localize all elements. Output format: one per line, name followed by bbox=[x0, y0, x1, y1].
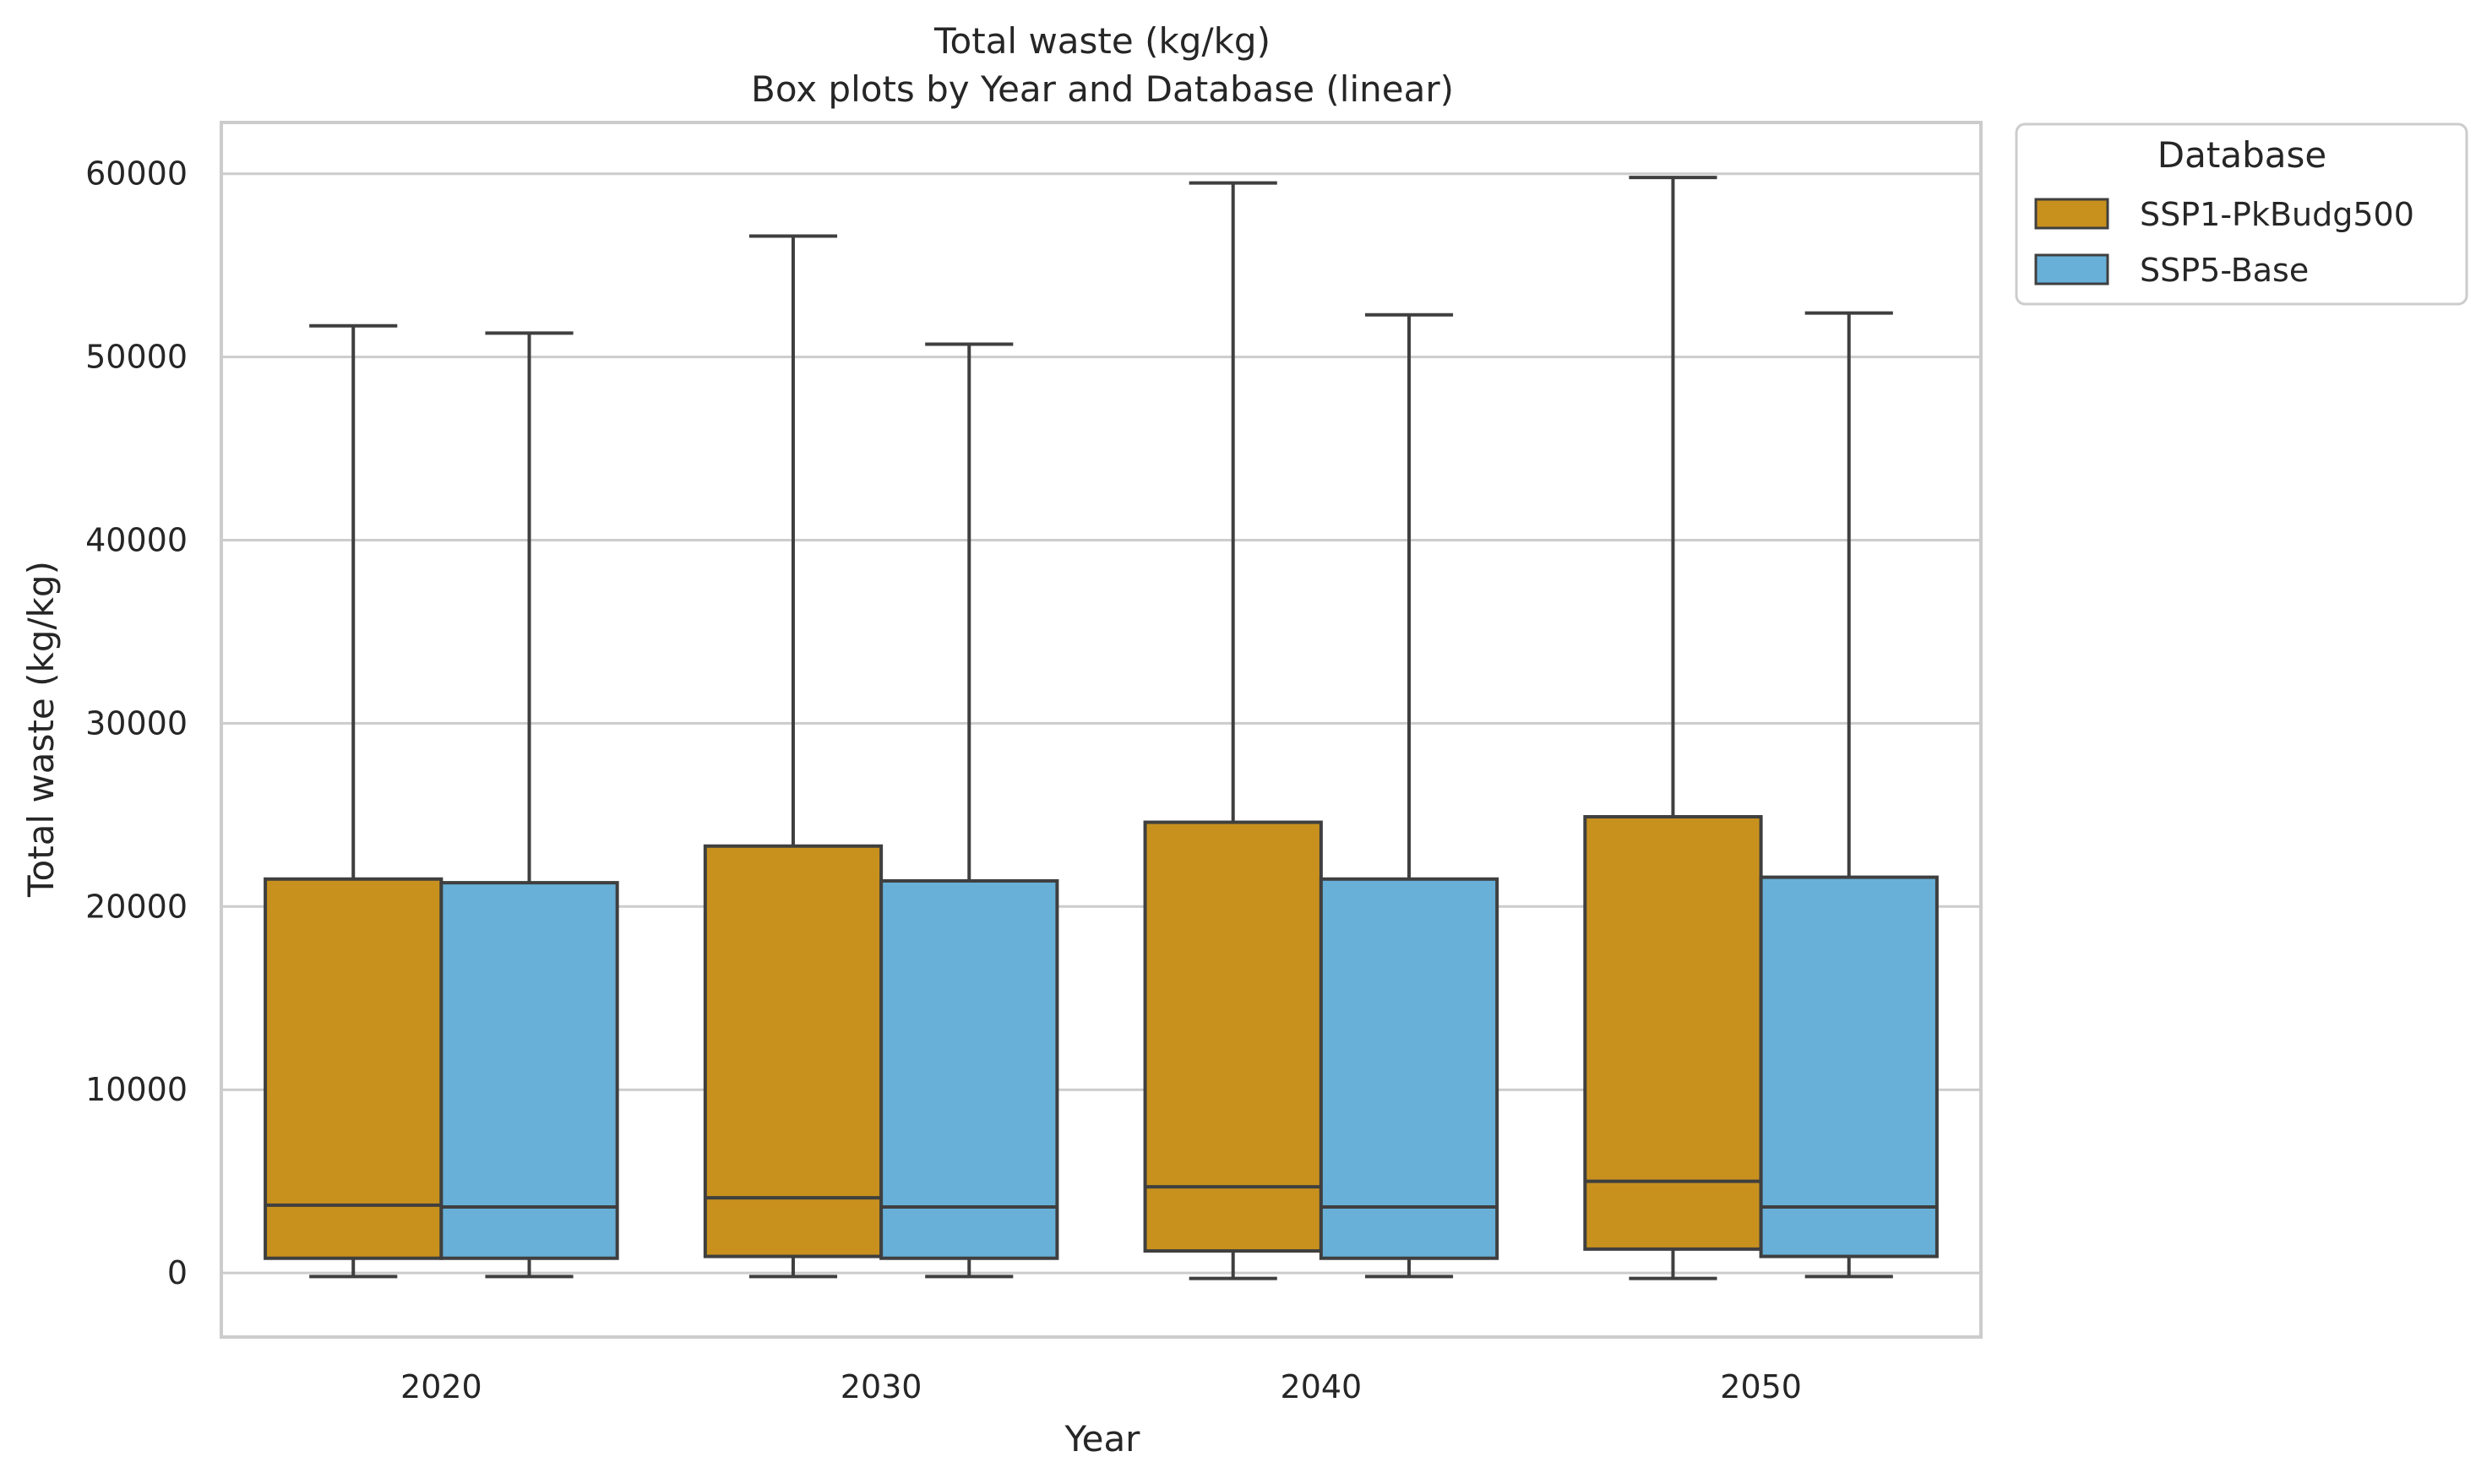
y-tick-label: 20000 bbox=[85, 888, 188, 925]
legend-label-ssp1: SSP1-PkBudg500 bbox=[2140, 196, 2414, 233]
y-tick-label: 40000 bbox=[85, 522, 188, 559]
x-tick-label: 2030 bbox=[841, 1368, 922, 1405]
x-tick-label: 2020 bbox=[400, 1368, 482, 1405]
y-tick-label: 0 bbox=[167, 1254, 188, 1291]
box-ssp5-base-2050 bbox=[1759, 311, 1939, 1279]
box-ssp5-base-2030 bbox=[879, 342, 1059, 1279]
y-tick-label: 30000 bbox=[85, 704, 188, 742]
iqr-box bbox=[1759, 875, 1939, 1258]
legend-label-ssp5: SSP5-Base bbox=[2140, 252, 2309, 289]
iqr-box bbox=[1583, 815, 1763, 1251]
chart-title: Total waste (kg/kg) bbox=[933, 20, 1270, 62]
y-tick-label: 50000 bbox=[85, 339, 188, 376]
legend-swatch-ssp5 bbox=[2034, 253, 2109, 285]
x-tick-label: 2050 bbox=[1720, 1368, 1802, 1405]
box-ssp1-pkbudg500-2040 bbox=[1143, 181, 1323, 1280]
x-axis-label: Year bbox=[1064, 1418, 1141, 1460]
plot-frame bbox=[220, 121, 1983, 1339]
box-plots bbox=[264, 176, 1939, 1280]
legend-title: Database bbox=[2157, 134, 2326, 176]
iqr-box bbox=[1143, 820, 1323, 1253]
box-ssp5-base-2020 bbox=[439, 331, 619, 1279]
legend: Database SSP1-PkBudg500 SSP5-Base bbox=[2015, 122, 2468, 306]
iqr-box bbox=[879, 878, 1059, 1260]
box-ssp1-pkbudg500-2030 bbox=[703, 234, 884, 1279]
box-ssp1-pkbudg500-2050 bbox=[1583, 176, 1763, 1280]
y-tick-label: 10000 bbox=[85, 1071, 188, 1108]
iqr-box bbox=[439, 881, 619, 1260]
iqr-box bbox=[264, 877, 443, 1260]
y-axis-ticks: 0 10000 20000 30000 40000 50000 60000 bbox=[85, 155, 188, 1291]
x-tick-label: 2040 bbox=[1281, 1368, 1363, 1405]
iqr-box bbox=[1319, 877, 1499, 1260]
legend-frame bbox=[2015, 122, 2468, 306]
y-tick-label: 60000 bbox=[85, 155, 188, 193]
y-axis-label: Total waste (kg/kg) bbox=[20, 561, 62, 898]
iqr-box bbox=[703, 844, 884, 1258]
box-ssp5-base-2040 bbox=[1319, 313, 1499, 1279]
x-axis-ticks: 2020 2030 2040 2050 bbox=[400, 1368, 1802, 1405]
chart-subtitle: Box plots by Year and Database (linear) bbox=[751, 68, 1454, 110]
legend-swatch-ssp1 bbox=[2034, 198, 2109, 230]
